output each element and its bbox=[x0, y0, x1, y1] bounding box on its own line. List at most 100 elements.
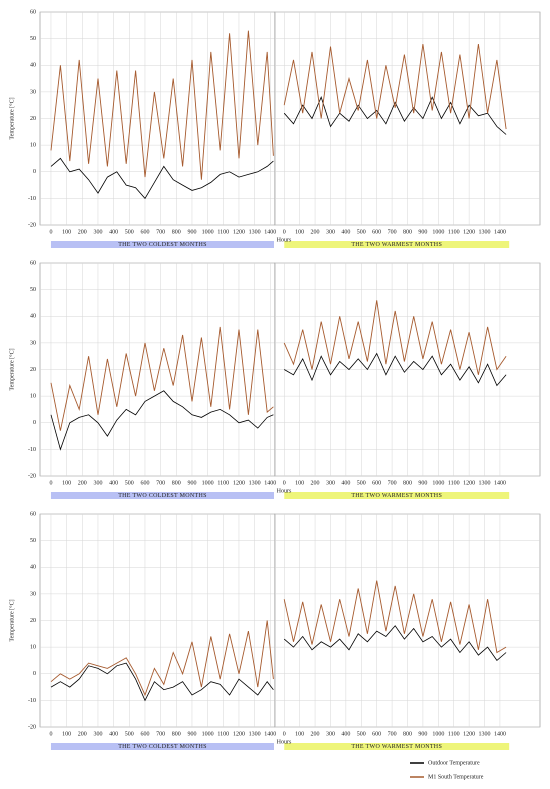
x-tick-label: 300 bbox=[93, 731, 102, 737]
series-line bbox=[50, 326, 274, 431]
y-tick-label: 50 bbox=[30, 287, 36, 293]
x-tick-label: 700 bbox=[388, 480, 397, 486]
x-tick-label: 300 bbox=[93, 229, 102, 235]
x-tick-label: 200 bbox=[311, 731, 320, 737]
y-tick-label: 20 bbox=[30, 116, 36, 122]
x-tick-label: 1200 bbox=[233, 731, 245, 737]
period-label: THE TWO WARMEST MONTHS bbox=[351, 242, 442, 248]
x-tick-label: 100 bbox=[295, 480, 304, 486]
x-tick-label: 200 bbox=[311, 480, 320, 486]
x-tick-label: 800 bbox=[172, 480, 181, 486]
y-tick-label: 40 bbox=[30, 63, 36, 69]
x-tick-label: 1300 bbox=[479, 731, 491, 737]
period-band bbox=[50, 492, 274, 499]
y-axis-label: Temperature [°C] bbox=[8, 348, 15, 390]
x-tick-label: 800 bbox=[403, 480, 412, 486]
x-tick-label: 1200 bbox=[233, 480, 245, 486]
x-tick-label: 600 bbox=[140, 229, 149, 235]
y-tick-label: 0 bbox=[33, 671, 36, 677]
y-tick-label: -20 bbox=[28, 473, 36, 479]
x-tick-label: 100 bbox=[295, 731, 304, 737]
x-tick-label: 200 bbox=[78, 229, 87, 235]
x-tick-label: 1100 bbox=[217, 480, 229, 486]
y-tick-label: 10 bbox=[30, 143, 36, 149]
y-tick-label: 60 bbox=[30, 9, 36, 15]
y-tick-label: 10 bbox=[30, 645, 36, 651]
x-tick-label: 1400 bbox=[494, 731, 506, 737]
x-tick-label: 900 bbox=[418, 480, 427, 486]
x-tick-label: 1200 bbox=[463, 731, 475, 737]
period-band bbox=[50, 241, 274, 248]
x-tick-label: 800 bbox=[403, 731, 412, 737]
y-tick-label: 60 bbox=[30, 511, 36, 517]
legend-label: M1 South Temperature bbox=[428, 774, 484, 780]
x-tick-label: 700 bbox=[388, 229, 397, 235]
x-tick-label: 300 bbox=[326, 229, 335, 235]
x-tick-label: 100 bbox=[62, 229, 71, 235]
legend-label: Outdoor Temperature bbox=[428, 760, 480, 766]
x-tick-label: 900 bbox=[187, 229, 196, 235]
y-tick-label: -10 bbox=[28, 196, 36, 202]
period-label: THE TWO COLDEST MONTHS bbox=[118, 493, 207, 499]
x-tick-label: 1400 bbox=[264, 480, 276, 486]
period-label: THE TWO COLDEST MONTHS bbox=[118, 242, 207, 248]
x-tick-label: 0 bbox=[283, 731, 286, 737]
x-tick-label: 1400 bbox=[494, 480, 506, 486]
period-band bbox=[284, 743, 510, 750]
x-tick-label: 900 bbox=[418, 731, 427, 737]
x-tick-label: 1400 bbox=[494, 229, 506, 235]
series-line bbox=[283, 625, 507, 661]
x-tick-label: 100 bbox=[62, 480, 71, 486]
x-tick-label: 400 bbox=[109, 480, 118, 486]
x-tick-label: 400 bbox=[109, 229, 118, 235]
x-tick-label: 1100 bbox=[448, 229, 460, 235]
series-line bbox=[50, 157, 274, 200]
x-tick-label: 1000 bbox=[202, 229, 214, 235]
y-tick-label: 50 bbox=[30, 36, 36, 42]
x-tick-label: 400 bbox=[341, 731, 350, 737]
y-tick-label: -20 bbox=[28, 222, 36, 228]
x-tick-label: 0 bbox=[49, 731, 52, 737]
x-tick-label: 1300 bbox=[249, 480, 261, 486]
x-tick-label: 500 bbox=[125, 731, 134, 737]
y-tick-label: -10 bbox=[28, 447, 36, 453]
x-tick-label: 500 bbox=[357, 731, 366, 737]
series-line bbox=[50, 30, 274, 180]
series-line bbox=[50, 390, 274, 451]
x-tick-label: 200 bbox=[311, 229, 320, 235]
x-tick-label: 1400 bbox=[264, 731, 276, 737]
y-tick-label: 20 bbox=[30, 367, 36, 373]
y-tick-label: 50 bbox=[30, 538, 36, 544]
y-tick-label: 40 bbox=[30, 314, 36, 320]
x-tick-label: 800 bbox=[172, 229, 181, 235]
x-tick-label: 400 bbox=[341, 229, 350, 235]
x-tick-label: 600 bbox=[140, 731, 149, 737]
x-tick-label: 0 bbox=[49, 480, 52, 486]
series-line bbox=[283, 580, 507, 654]
x-tick-label: 800 bbox=[403, 229, 412, 235]
x-tick-label: 900 bbox=[418, 229, 427, 235]
series-line bbox=[283, 43, 507, 130]
x-tick-label: 700 bbox=[388, 731, 397, 737]
y-tick-label: 10 bbox=[30, 394, 36, 400]
x-tick-label: 1200 bbox=[463, 229, 475, 235]
x-tick-label: 1300 bbox=[249, 229, 261, 235]
x-tick-label: 1100 bbox=[448, 731, 460, 737]
x-tick-label: 300 bbox=[326, 480, 335, 486]
x-tick-label: 1300 bbox=[479, 229, 491, 235]
x-tick-label: 200 bbox=[78, 480, 87, 486]
x-tick-label: 1200 bbox=[463, 480, 475, 486]
x-tick-label: 300 bbox=[326, 731, 335, 737]
period-band bbox=[284, 492, 510, 499]
x-axis-label: Hours bbox=[277, 739, 292, 745]
y-tick-label: -20 bbox=[28, 724, 36, 730]
x-tick-label: 1000 bbox=[432, 480, 444, 486]
x-tick-label: 400 bbox=[109, 731, 118, 737]
x-tick-label: 600 bbox=[372, 731, 381, 737]
x-tick-label: 1300 bbox=[249, 731, 261, 737]
y-tick-label: 30 bbox=[30, 340, 36, 346]
x-tick-label: 1000 bbox=[432, 731, 444, 737]
period-band bbox=[284, 241, 510, 248]
x-tick-label: 0 bbox=[283, 480, 286, 486]
